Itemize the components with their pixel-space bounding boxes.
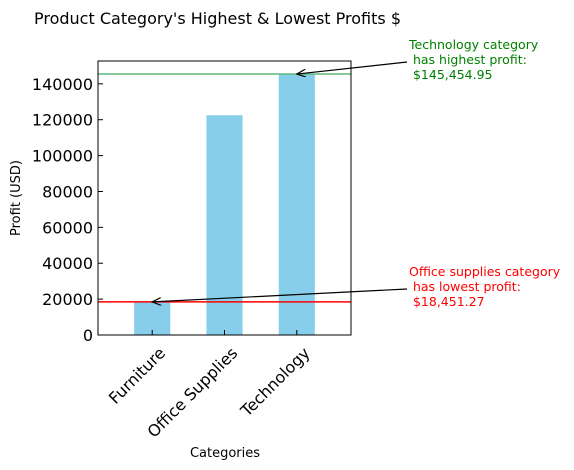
annotation-arrow-1 xyxy=(152,288,408,302)
bar-0 xyxy=(134,301,171,335)
y-tick-label-3: 60000 xyxy=(42,218,93,237)
x-axis-label: Categories xyxy=(190,446,260,461)
y-tick-label-5: 100000 xyxy=(32,147,93,166)
annotation-text-1: Office supplies category has lowest prof… xyxy=(409,264,561,309)
chart-title: Product Category's Highest & Lowest Prof… xyxy=(34,9,401,28)
x-tick-label-2: Technology xyxy=(236,343,314,421)
reference-lines xyxy=(98,73,351,303)
annotations: Technology category has highest profit: … xyxy=(152,37,561,309)
bars xyxy=(134,74,315,336)
x-tick-label-0: Furniture xyxy=(105,343,169,407)
y-tick-label-0: 0 xyxy=(83,326,93,345)
y-tick-label-7: 140000 xyxy=(32,75,93,94)
y-tick-label-1: 20000 xyxy=(42,290,93,309)
y-axis: 0 20000 40000 60000 80000 100000 120000 140000 xyxy=(32,75,103,345)
y-tick-label-2: 40000 xyxy=(42,254,93,273)
annotation-arrow-0 xyxy=(297,61,408,74)
y-tick-label-4: 80000 xyxy=(42,182,93,201)
bar-2 xyxy=(278,74,315,336)
y-tick-label-6: 120000 xyxy=(32,111,93,130)
y-axis-label: Profit (USD) xyxy=(9,160,24,236)
annotation-text-0: Technology category has highest profit: … xyxy=(408,37,539,82)
